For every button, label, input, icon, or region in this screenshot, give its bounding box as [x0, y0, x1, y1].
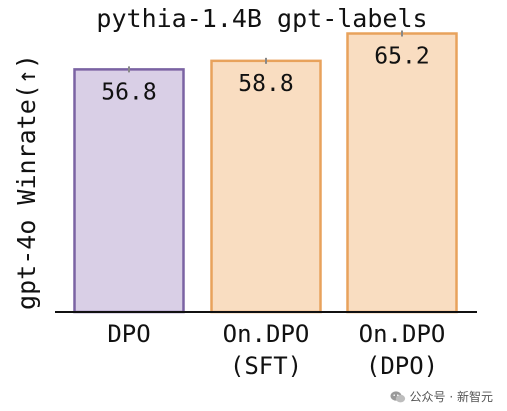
x-tick-label-line: (DPO) [366, 352, 438, 380]
chart-title: pythia-1.4B gpt-labels [96, 4, 427, 33]
data-label-1: 56.8 [101, 79, 156, 105]
bar-2 [210, 59, 322, 314]
x-tick-label-2: On.DPO (SFT) [223, 320, 310, 380]
y-axis-label: gpt-4o Winrate(↑) [12, 54, 41, 310]
x-tick-label-3: On.DPO (DPO) [359, 320, 446, 380]
x-tick-label-line: On.DPO [359, 320, 446, 348]
x-tick-label-line: DPO [107, 320, 150, 348]
watermark-text: 公众号 · 新智元 [409, 390, 493, 404]
x-tick-label-line: (SFT) [230, 352, 302, 380]
x-tick-label-1: DPO [107, 320, 150, 348]
bar-1 [73, 68, 185, 314]
x-tick-label-line: On.DPO [223, 320, 310, 348]
data-label-2: 58.8 [238, 71, 293, 97]
bars-layer: 56.8 58.8 65.2 [73, 30, 458, 314]
wechat-icon [390, 390, 405, 402]
watermark: 公众号 · 新智元 [390, 388, 493, 405]
x-tick-labels: DPO On.DPO (SFT) On.DPO (DPO) [107, 320, 445, 380]
data-label-3: 65.2 [374, 44, 429, 70]
bar-3 [346, 32, 458, 314]
